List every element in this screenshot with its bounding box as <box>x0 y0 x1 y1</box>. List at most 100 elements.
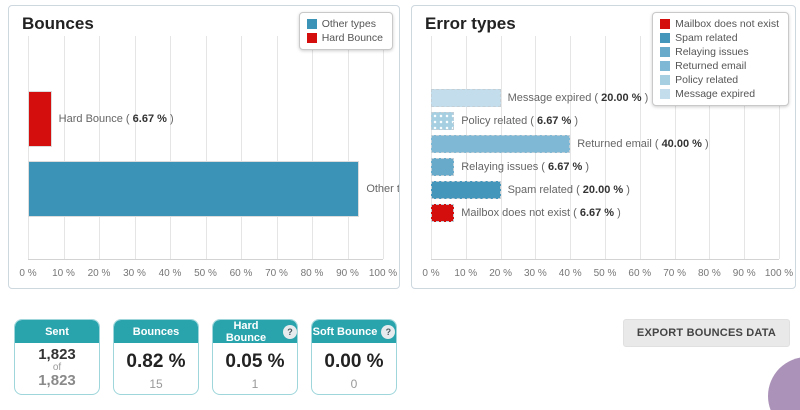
soft-bounce-count: 0 <box>350 377 358 391</box>
legend-label: Spam related <box>675 32 738 44</box>
legend-item-returned-email[interactable]: Returned email <box>660 60 779 72</box>
stats-row: Sent 1,823 of 1,823 Bounces 0.82 % 15 Ha… <box>14 319 790 395</box>
bar-row-returned-email: Returned email ( 40.00 % ) <box>431 132 779 155</box>
bar-row-mailbox-does-not-exist: Mailbox does not exist ( 6.67 % ) <box>431 201 779 224</box>
sent-card-title: Sent <box>45 325 69 338</box>
error-types-bars: Message expired ( 20.00 % ) Policy relate… <box>431 36 779 224</box>
gridline <box>205 36 207 259</box>
bar-label-returned-email: Returned email ( 40.00 % ) <box>577 137 709 150</box>
error-types-plot-area: Message expired ( 20.00 % ) Policy relate… <box>431 36 780 260</box>
bar-policy-related[interactable] <box>431 111 455 130</box>
x-axis-tick-label: 20 % <box>87 268 111 279</box>
legend-swatch-icon <box>660 33 671 43</box>
export-bounces-data-button[interactable]: EXPORT BOUNCES DATA <box>622 319 790 347</box>
legend-item-hard-bounce[interactable]: Hard Bounce <box>306 32 383 44</box>
bar-label-relaying-issues: Relaying issues ( 6.67 % ) <box>461 160 590 173</box>
x-axis-tick-label: 100 % <box>368 268 398 279</box>
gridline <box>383 36 384 259</box>
sent-of-label: of <box>52 362 62 373</box>
gridline <box>639 36 641 259</box>
soft-bounce-card-header: Soft Bounce ? <box>312 320 396 343</box>
x-axis-tick-label: 60 % <box>628 268 652 279</box>
gridline <box>744 36 746 259</box>
gridline <box>134 36 136 259</box>
gridline <box>63 36 65 259</box>
bounces-card-title: Bounces <box>132 325 180 338</box>
legend-swatch-icon <box>660 75 671 85</box>
legend-item-other-types[interactable]: Other types <box>306 18 383 30</box>
x-axis-tick-label: 40 % <box>158 268 182 279</box>
gridline <box>241 36 242 259</box>
sent-card-body: 1,823 of 1,823 <box>15 343 99 389</box>
legend-swatch-icon <box>306 33 317 43</box>
bar-hard-bounce[interactable] <box>28 91 52 147</box>
sent-count: 1,823 <box>38 346 76 363</box>
hard-bounce-percentage: 0.05 % <box>225 351 285 372</box>
soft-bounce-card-title: Soft Bounce <box>312 325 378 338</box>
legend-label: Message expired <box>675 88 756 100</box>
x-axis-tick-label: 40 % <box>558 268 582 279</box>
legend-swatch-icon <box>660 61 671 71</box>
legend-swatch-icon <box>306 19 317 29</box>
x-axis-tick-label: 70 % <box>265 268 288 279</box>
x-axis-tick-label: 30 % <box>123 268 146 279</box>
error-types-chart-title: Error types <box>425 14 516 33</box>
bar-row-policy-related: Policy related ( 6.67 % ) <box>431 109 779 132</box>
x-axis-tick-label: 0 % <box>422 268 440 279</box>
bar-row-message-expired: Message expired ( 20.00 % ) <box>431 86 779 109</box>
hard-bounce-card-header: Hard Bounce ? <box>213 320 297 344</box>
bar-spam-related[interactable] <box>431 180 501 199</box>
bar-label-message-expired: Message expired ( 20.00 % ) <box>507 91 649 104</box>
sent-total: 1,823 <box>38 372 76 389</box>
bar-label-mailbox-does-not-exist: Mailbox does not exist ( 6.67 % ) <box>461 206 621 219</box>
bar-label-spam-related: Spam related ( 20.00 % ) <box>507 183 630 196</box>
gridline <box>170 36 171 259</box>
bounces-card-header: Bounces <box>114 320 198 343</box>
x-axis-tick-label: 20 % <box>489 268 512 279</box>
error-types-chart-legend: Mailbox does not exist Spam related Relayi… <box>652 12 789 106</box>
legend-item-relaying-issues[interactable]: Relaying issues <box>660 46 779 58</box>
x-axis-tick-label: 70 % <box>663 268 686 279</box>
x-axis-tick-label: 80 % <box>300 268 324 279</box>
x-axis-tick-label: 30 % <box>523 268 547 279</box>
sent-card: Sent 1,823 of 1,823 <box>14 319 100 395</box>
hard-bounce-card: Hard Bounce ? 0.05 % 1 <box>212 319 298 395</box>
legend-item-message-expired[interactable]: Message expired <box>660 88 779 100</box>
legend-item-policy-related[interactable]: Policy related <box>660 74 779 86</box>
gridline <box>347 36 349 259</box>
bar-label-hard-bounce: Hard Bounce ( 6.67 % ) <box>58 113 174 125</box>
legend-item-spam-related[interactable]: Spam related <box>660 32 779 44</box>
gridline <box>312 36 313 259</box>
x-axis-tick-label: 0 % <box>19 268 37 279</box>
hard-bounce-count: 1 <box>251 377 259 391</box>
bounces-card: Bounces 0.82 % 15 <box>113 319 199 395</box>
x-axis-tick-label: 50 % <box>593 268 617 279</box>
bar-label-policy-related: Policy related ( 6.67 % ) <box>461 114 578 127</box>
legend-swatch-icon <box>660 47 671 57</box>
bar-returned-email[interactable] <box>431 134 571 153</box>
bar-other-types[interactable] <box>28 161 360 217</box>
soft-bounce-percentage: 0.00 % <box>324 351 384 372</box>
legend-label: Mailbox does not exist <box>675 18 779 30</box>
bounces-count: 15 <box>149 377 163 391</box>
bounces-bars: Hard Bounce ( 6.67 % ) Other types ( 93.3… <box>28 36 399 224</box>
bounces-chart-panel: Bounces Other types Hard Bounce Hard Boun… <box>8 5 400 289</box>
gridline <box>674 36 676 259</box>
legend-item-mailbox-does-not-exist[interactable]: Mailbox does not exist <box>660 18 779 30</box>
x-axis-tick-label: 90 % <box>732 268 756 279</box>
bar-row-spam-related: Spam related ( 20.00 % ) <box>431 178 779 201</box>
x-axis-tick-label: 60 % <box>229 268 253 279</box>
sent-card-header: Sent <box>15 320 99 343</box>
bar-message-expired[interactable] <box>431 88 501 107</box>
gridline <box>99 36 100 259</box>
bar-relaying-issues[interactable] <box>431 157 455 176</box>
soft-bounce-card: Soft Bounce ? 0.00 % 0 <box>311 319 397 395</box>
help-icon[interactable]: ? <box>381 324 396 339</box>
bounces-percentage: 0.82 % <box>126 351 186 372</box>
bounces-x-axis: 0 % 10 % 20 % 30 % 40 % 50 % 60 % 70 % 80 % 90 % 1… <box>19 268 397 281</box>
x-axis-tick-label: 10 % <box>52 268 75 279</box>
legend-swatch-icon <box>660 19 671 29</box>
help-icon[interactable]: ? <box>283 324 297 339</box>
bar-mailbox-does-not-exist[interactable] <box>431 203 455 222</box>
